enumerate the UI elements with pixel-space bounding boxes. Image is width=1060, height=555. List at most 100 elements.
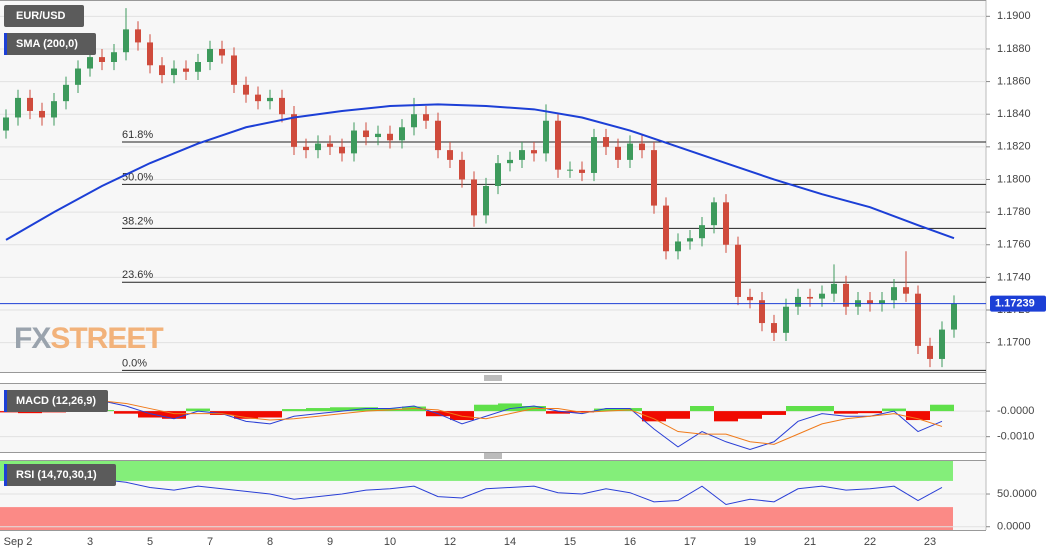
candle-body	[519, 150, 525, 160]
candle-body	[627, 143, 633, 160]
candle-body	[471, 179, 477, 216]
candle-body	[819, 293, 825, 299]
legend-label: SMA (200,0)	[16, 38, 78, 50]
macd-bar	[786, 406, 810, 412]
macd-bar	[234, 411, 258, 419]
macd-bar	[330, 407, 354, 412]
macd-bar	[498, 403, 522, 412]
candle-body	[303, 146, 309, 151]
macd-bar	[690, 406, 714, 412]
candle-body	[363, 130, 369, 138]
x-tick-label: 3	[87, 536, 93, 548]
candle-body	[435, 120, 441, 151]
candle-body	[639, 143, 645, 151]
candle-body	[783, 306, 789, 333]
y-tick-label: 0.0000	[997, 521, 1031, 533]
x-tick-label: Sep 2	[4, 536, 33, 548]
candle-body	[495, 163, 501, 186]
candle-body	[603, 137, 609, 147]
candle-body	[507, 159, 513, 164]
candle-body	[807, 296, 813, 299]
candle-body	[255, 94, 261, 102]
x-tick-label: 17	[684, 536, 696, 548]
candle-body	[555, 120, 561, 170]
candle-body	[663, 205, 669, 252]
x-tick-label: 14	[504, 536, 516, 548]
macd-bar	[882, 408, 906, 412]
candle-body	[459, 159, 465, 180]
y-tick-label: 1.1700	[997, 337, 1031, 349]
candle-body	[219, 48, 225, 56]
candle-body	[207, 48, 213, 62]
candle-body	[135, 29, 141, 43]
candle-body	[387, 133, 393, 141]
candle-body	[483, 186, 489, 216]
x-tick-label: 9	[327, 536, 333, 548]
x-tick-label: 12	[444, 536, 456, 548]
macd-bar	[306, 408, 330, 412]
candle-body	[615, 146, 621, 160]
candle-body	[723, 202, 729, 245]
resize-handle[interactable]	[484, 375, 502, 459]
y-tick-label: 50.0000	[997, 488, 1037, 500]
candle-body	[795, 296, 801, 307]
y-tick-label: 1.1880	[997, 43, 1031, 55]
x-tick-label: 23	[924, 536, 936, 548]
candle-body	[351, 130, 357, 154]
rsi-line	[5, 479, 943, 506]
x-tick-label: 16	[624, 536, 636, 548]
y-tick-label: 1.1800	[997, 173, 1031, 185]
x-tick-label: 7	[207, 536, 213, 548]
candle-body	[39, 110, 45, 118]
candle-body	[867, 300, 873, 304]
candle-body	[279, 97, 285, 115]
candle-body	[63, 84, 69, 102]
fib-label: 61.8%	[122, 129, 153, 141]
y-tick-label: -0.0000	[997, 405, 1034, 417]
candle-body	[339, 146, 345, 154]
macd-bar	[210, 411, 234, 415]
candle-body	[747, 296, 753, 301]
fib-label: 0.0%	[122, 357, 147, 369]
watermark: FXSTREET	[14, 322, 163, 355]
x-tick-label: 22	[864, 536, 876, 548]
x-tick-label: 5	[147, 536, 153, 548]
y-tick-label: 1.1840	[997, 108, 1031, 120]
legend-color	[4, 464, 7, 486]
legend-box	[4, 464, 116, 486]
candle-body	[327, 143, 333, 147]
macd-bar	[738, 411, 762, 419]
candle-body	[447, 150, 453, 160]
legend-color	[4, 33, 7, 55]
signal-line	[5, 400, 943, 445]
candle-body	[111, 52, 117, 62]
candle-body	[375, 133, 381, 138]
candle-body	[75, 68, 81, 85]
macd-bar	[474, 404, 498, 412]
macd-bar	[906, 411, 930, 421]
legend-label: RSI (14,70,30,1)	[16, 469, 97, 481]
last-price-box	[990, 295, 1046, 312]
macd-bar	[570, 411, 594, 413]
candle-body	[567, 169, 573, 171]
fib-label: 38.2%	[122, 215, 153, 227]
macd-bar	[354, 407, 378, 412]
candle-body	[99, 57, 105, 62]
macd-bar	[834, 411, 858, 414]
candle-body	[915, 293, 921, 346]
macd-bar	[858, 411, 882, 414]
candle-body	[939, 329, 945, 359]
macd-bar	[138, 411, 162, 418]
candle-body	[315, 143, 321, 151]
macd-bar	[258, 411, 282, 418]
candle-body	[579, 169, 585, 173]
legend-color	[4, 390, 7, 412]
candle-body	[771, 323, 777, 333]
candle-body	[903, 287, 909, 294]
x-tick-label: 10	[384, 536, 396, 548]
watermark-street: STREET	[50, 322, 163, 355]
legend-label: MACD (12,26,9)	[16, 395, 96, 407]
candle-body	[171, 68, 177, 76]
